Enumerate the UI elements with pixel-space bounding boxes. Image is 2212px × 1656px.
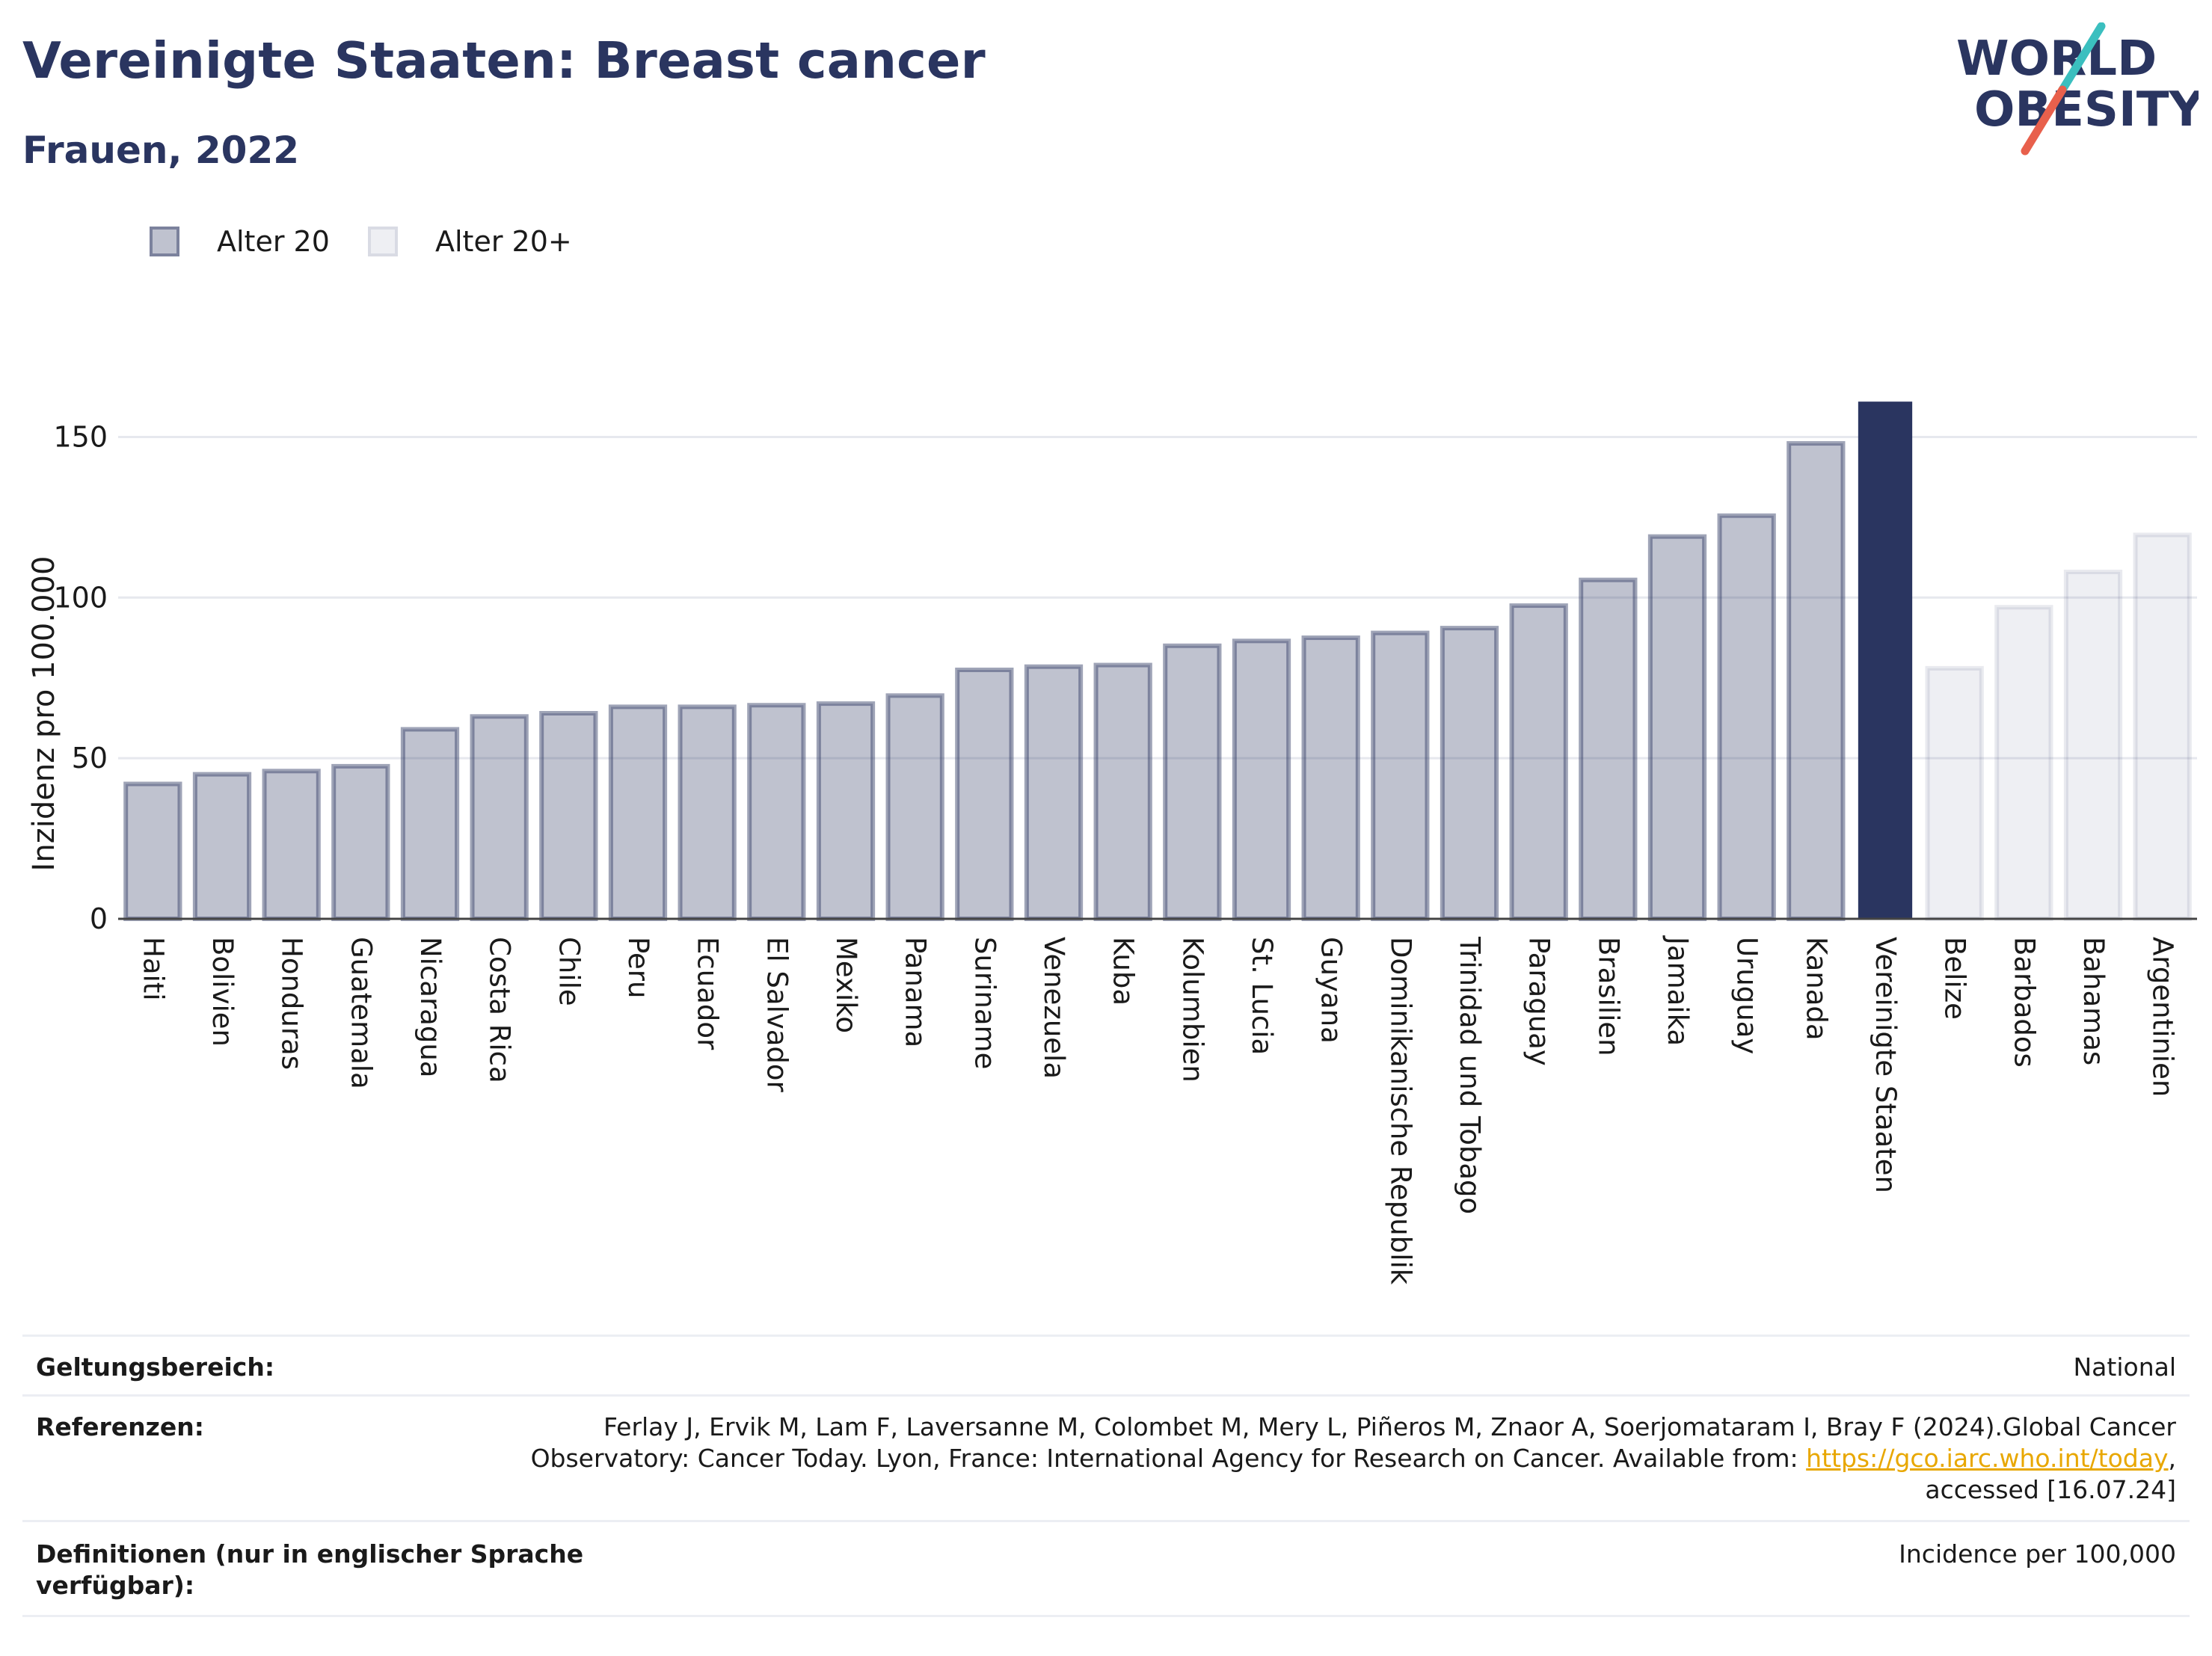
x-axis-labels: Haiti Bolivien Honduras Guatemala Nicaragua C… [137,935,2178,1285]
x-tick-label: Dominikanische Republik [1384,937,1416,1285]
chart-bars [123,401,2192,922]
x-tick-label: Guyana [1315,937,1348,1044]
y-tick-label: 150 [53,420,108,453]
meta-label-references: Referenzen: [36,1412,204,1441]
x-tick-label: Trinidad und Tobago [1454,936,1486,1214]
bar-mexiko[interactable] [816,701,876,921]
bar-el-salvador[interactable] [747,703,806,921]
logo-slash-teal [2058,22,2106,94]
bar-st-lucia[interactable] [1232,638,1291,921]
logo-text-obesity: OBESITY [1974,82,2199,138]
bar-ecuador[interactable] [678,704,737,922]
y-axis-title: Inzidenz pro 100.000 [27,556,61,872]
meta-value-definitions: Incidence per 100,000 [1899,1539,2176,1569]
bar-venezuela[interactable] [1024,664,1084,921]
legend-label-alter-20: Alter 20 [217,225,330,258]
bar-kanada[interactable] [1787,441,1846,921]
meta-row-references: Referenzen: Ferlay J, Ervik M, Lam F, La… [22,1394,2190,1520]
x-tick-label: Vereinigte Staaten [1870,937,1902,1193]
x-tick-label: Belize [1939,937,1971,1020]
metadata-table: Geltungsbereich: National Referenzen: Fe… [22,1335,2190,1617]
x-tick-label: Argentinien [2147,937,2179,1097]
reference-line-2-end: , [2168,1444,2177,1473]
page-title: Vereinigte Staaten: Breast cancer [22,31,986,90]
bar-paraguay[interactable] [1509,603,1568,922]
x-tick-label: Chile [553,937,585,1006]
x-tick-label: Haiti [137,937,169,1001]
meta-label-scope: Geltungsbereich: [36,1352,275,1382]
bar-dominikanische-republik[interactable] [1371,630,1430,921]
x-tick-label: Peru [622,937,654,998]
reference-line-1: Ferlay J, Ervik M, Lam F, Laversanne M, … [603,1412,2176,1441]
reference-line-3: accessed [16.07.24] [1925,1475,2176,1504]
bar-jamaika[interactable] [1647,534,1707,921]
y-tick-label: 100 [53,581,108,614]
x-tick-label: Brasilien [1592,937,1624,1056]
meta-value-scope: National [2073,1352,2176,1382]
definitions-label-line-1: Definitionen (nur in englischer Sprache [36,1539,584,1569]
bar-peru[interactable] [608,704,668,922]
legend-label-alter-20-plus: Alter 20+ [435,225,572,258]
bar-bolivien[interactable] [192,772,252,921]
x-tick-label: Costa Rica [484,937,516,1083]
x-tick-label: Bahamas [2077,937,2110,1065]
bar-panama[interactable] [885,693,944,921]
x-tick-label: Kanada [1800,937,1832,1041]
x-tick-label: Suriname [968,937,1001,1069]
bar-argentinien[interactable] [2133,532,2192,921]
bar-guatemala[interactable] [331,763,390,921]
bar-barbados[interactable] [1994,605,2053,922]
meta-value-references: Ferlay J, Ervik M, Lam F, Laversanne M, … [531,1412,2176,1506]
bar-trinidad-und-tobago[interactable] [1440,626,1499,922]
bar-guyana[interactable] [1301,635,1360,921]
bar-kolumbien[interactable] [1163,643,1222,921]
y-tick-label: 0 [90,902,108,935]
x-tick-label: Kuba [1107,937,1140,1006]
reference-link[interactable]: https://gco.iarc.who.int/today [1806,1444,2169,1473]
bar-haiti[interactable] [123,781,182,921]
page-subtitle: Frauen, 2022 [22,129,300,172]
bar-chile[interactable] [539,710,598,922]
bar-belize[interactable] [1925,665,1984,921]
x-tick-label: Jamaika [1662,935,1694,1046]
meta-label-definitions: Definitionen (nur in englischer Sprache … [36,1539,583,1601]
x-tick-label: Mexiko [830,937,862,1033]
y-tick-label: 50 [72,742,108,775]
bar-honduras[interactable] [262,769,321,921]
y-axis-ticks: 0 50 100 150 [53,420,108,935]
x-tick-label: Kolumbien [1176,937,1208,1083]
bar-suriname[interactable] [955,667,1014,921]
x-tick-label: El Salvador [761,937,793,1093]
x-tick-label: Ecuador [692,937,724,1050]
x-tick-label: Honduras [276,937,308,1070]
bar-costa-rica[interactable] [470,714,529,921]
bar-vereinigte-staaten[interactable] [1858,401,1913,919]
reference-line-2-text: Observatory: Cancer Today. Lyon, France:… [530,1444,1807,1473]
bar-nicaragua[interactable] [400,727,460,921]
logo-text-world: WORLD [1956,31,2157,87]
legend-swatch-alter-20-plus [368,227,398,256]
definitions-label-line-2: verfügbar): [36,1571,195,1600]
x-tick-label: Bolivien [206,937,239,1047]
x-tick-label: St. Lucia [1246,937,1278,1055]
chart-gridlines [118,435,2197,760]
world-obesity-logo: WORLD OBESITY [1956,22,2199,156]
x-tick-label: Paraguay [1523,937,1555,1066]
x-tick-label: Venezuela [1038,937,1070,1079]
x-tick-label: Uruguay [1731,937,1763,1054]
meta-row-scope: Geltungsbereich: National [22,1335,2190,1394]
bar-kuba[interactable] [1093,662,1152,921]
x-tick-label: Panama [900,937,932,1047]
logo-slash-red [2021,85,2067,156]
meta-row-definitions: Definitionen (nur in englischer Sprache … [22,1520,2190,1617]
bar-uruguay[interactable] [1717,513,1776,921]
reference-line-2: Observatory: Cancer Today. Lyon, France:… [531,1443,2176,1474]
bar-chart: 0 50 100 150 Haiti Bolivien Honduras Guatemala… [27,401,2197,1285]
x-tick-label: Guatemala [345,937,377,1089]
legend-swatch-alter-20 [150,227,179,256]
x-tick-label: Barbados [2008,937,2040,1068]
bar-brasilien[interactable] [1579,577,1638,921]
bar-bahamas[interactable] [2063,569,2123,921]
x-tick-label: Nicaragua [414,937,446,1077]
